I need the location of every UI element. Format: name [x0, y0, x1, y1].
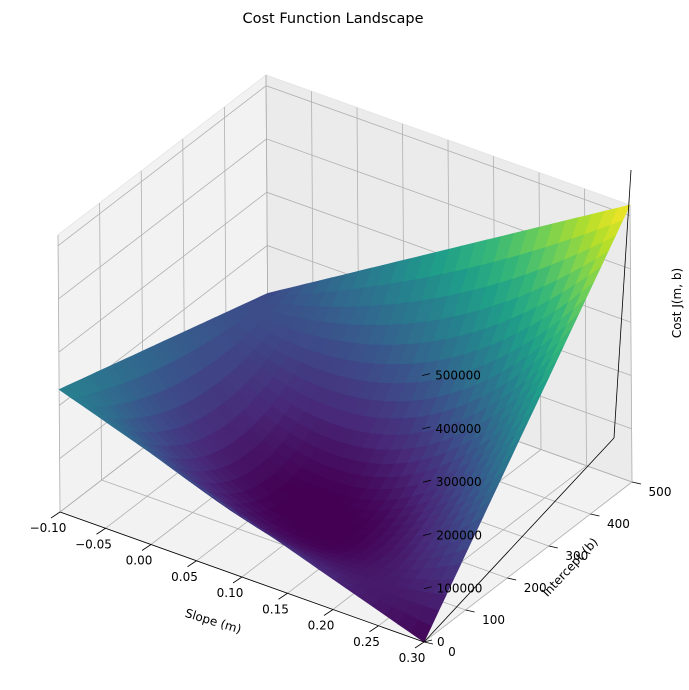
x-tick: [50, 511, 61, 519]
y-tick: [465, 609, 475, 613]
surface-patch: [410, 619, 432, 643]
z-axis-line: [613, 169, 632, 439]
x-tick-label: −0.05: [75, 537, 112, 551]
x-tick: [232, 576, 243, 584]
y-tick: [548, 545, 558, 549]
x-tick: [323, 609, 334, 616]
y-tick-label: 200: [524, 581, 547, 595]
y-tick-label: 500: [649, 485, 672, 499]
y-axis-line: [423, 437, 615, 643]
x-tick: [369, 625, 379, 633]
x-tick: [96, 527, 106, 535]
z-tick: [423, 533, 432, 536]
y-tick-label: 100: [482, 613, 505, 627]
x-tick-label: 0.20: [308, 619, 335, 633]
z-tick: [422, 426, 431, 430]
z-tick-label: 300000: [436, 475, 482, 489]
y-axis-ticks: 0 100 200 300 400 500: [423, 481, 672, 659]
x-tick: [278, 592, 288, 600]
x-tick-label: 0.25: [353, 635, 380, 649]
x-tick-label: 0.00: [126, 554, 153, 568]
x-tick: [141, 544, 152, 551]
y-tick-label: 0: [448, 645, 456, 659]
z-tick: [421, 373, 431, 377]
x-tick-label: 0.10: [217, 586, 244, 600]
x-tick-label: 0.05: [171, 570, 198, 584]
z-tick: [423, 586, 432, 590]
x-tick: [414, 641, 425, 649]
x-axis-label: Slope (m): [183, 606, 243, 636]
z-tick-label: 100000: [437, 582, 483, 596]
chart-title: Cost Function Landscape: [242, 11, 423, 27]
z-axis-label: Cost J(m, b): [670, 268, 684, 338]
y-tick: [423, 641, 434, 645]
z-gridline: [57, 85, 631, 247]
y-tick-label: 400: [607, 517, 630, 531]
z-axis-ticks: 0 100000 200000 300000 400000 500000: [421, 369, 483, 649]
x-tick-label: 0.30: [399, 651, 426, 665]
z-tick-label: 0: [437, 635, 445, 649]
x-tick: [187, 560, 197, 568]
y-tick: [507, 577, 517, 581]
y-tick: [631, 481, 642, 485]
z-tick-label: 200000: [436, 528, 482, 542]
x-tick-label: −0.10: [30, 521, 67, 535]
z-tick-label: 400000: [435, 422, 481, 436]
x-axis-ticks: −0.10 −0.05 0.00 0.05 0.10 0.15 0.20 0.25 0.30: [30, 511, 426, 665]
y-tick-label: 300: [565, 549, 588, 563]
x-tick-label: 0.15: [262, 602, 289, 616]
z-tick: [422, 479, 431, 483]
cost-surface: [58, 204, 631, 643]
y-tick: [590, 513, 600, 517]
z-tick: [423, 639, 433, 643]
z-tick-label: 500000: [435, 369, 481, 383]
z-gridline: [58, 138, 631, 300]
